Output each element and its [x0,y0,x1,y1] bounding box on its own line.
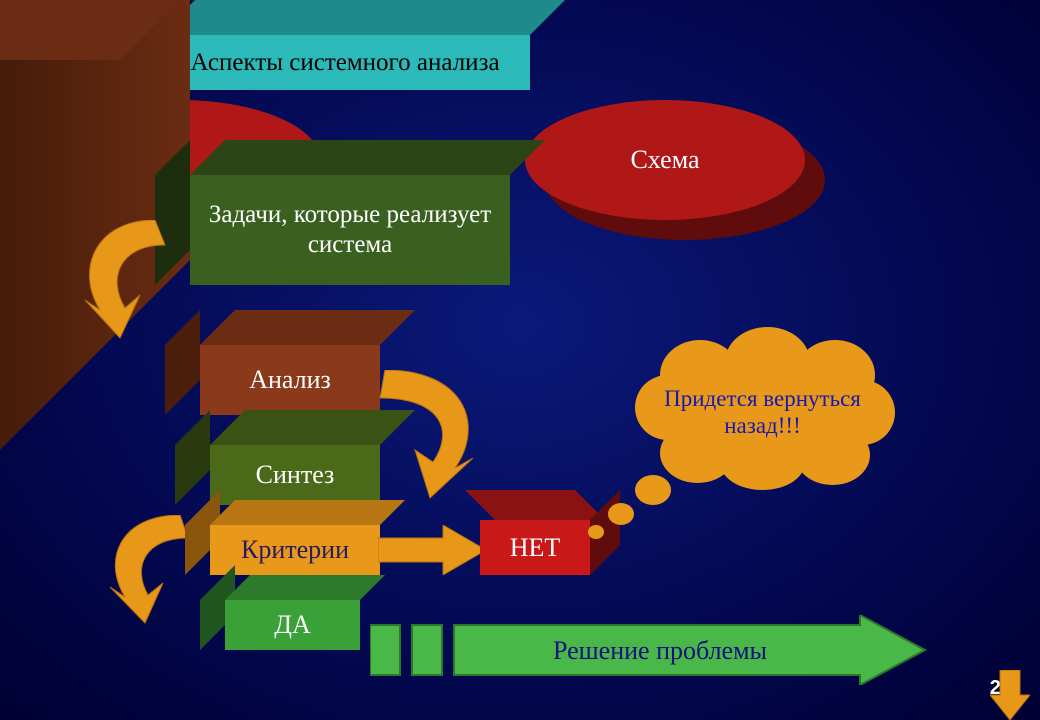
curve-arrow-1 [85,220,225,340]
step-tasks-label: Задачи, которые реализует система [208,200,492,260]
thought-cloud: Придется вернуться назад!!! [620,335,900,485]
step-yes-label: ДА [274,610,311,640]
step-analysis-label: Анализ [249,365,331,395]
ellipse-schema: Схема [525,100,805,220]
cloud-text: Придется вернуться назад!!! [655,386,870,439]
net-label: НЕТ [510,533,561,563]
solution-arrow: Решение проблемы [370,615,930,685]
title-label: Аспекты системного анализа [190,49,499,77]
step-criteria-label: Критерии [241,535,349,565]
solution-label: Решение проблемы [553,636,767,665]
ellipse-schema-label: Схема [630,145,699,175]
arrow-to-net [378,525,488,575]
step-synthesis-label: Синтез [256,460,335,490]
corner-down-arrow-icon [990,670,1030,720]
